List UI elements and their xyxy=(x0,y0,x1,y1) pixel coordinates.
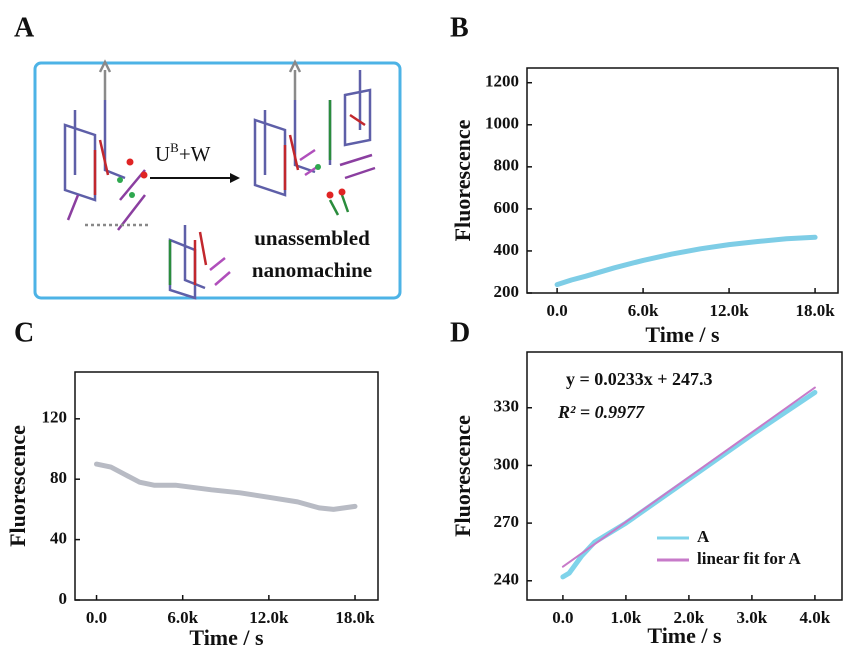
y-tick-label: 400 xyxy=(494,240,520,259)
annotation: y = 0.0233x + 247.3 xyxy=(566,369,713,389)
y-tick-label: 120 xyxy=(42,408,68,427)
y-tick-label: 600 xyxy=(494,198,520,217)
panel-label: B xyxy=(450,12,469,43)
x-tick-label: 18.0k xyxy=(335,608,375,627)
y-tick-label: 40 xyxy=(50,529,67,548)
y-tick-label: 800 xyxy=(494,156,520,175)
y-tick-label: 80 xyxy=(50,468,67,487)
panel-label: D xyxy=(450,317,470,348)
x-tick-label: 1.0k xyxy=(611,608,642,627)
data-line xyxy=(94,461,358,512)
reaction-label: UB+W xyxy=(155,140,211,166)
y-axis-label: Fluorescence xyxy=(5,425,30,547)
y-tick-label: 200 xyxy=(494,282,520,301)
y-axis-label: Fluorescence xyxy=(450,415,475,537)
y-tick-label: 1200 xyxy=(485,72,519,91)
x-tick-label: 6.0k xyxy=(167,608,198,627)
annotation: R² = 0.9977 xyxy=(557,402,645,422)
x-tick-label: 4.0k xyxy=(800,608,831,627)
data-line xyxy=(554,234,818,288)
plot-frame xyxy=(74,371,379,601)
plot-frame xyxy=(526,67,839,294)
diagram-caption: unassembled xyxy=(254,226,370,250)
y-tick-label: 0 xyxy=(59,589,68,608)
x-tick-label: 18.0k xyxy=(795,301,835,320)
diagram-frame xyxy=(33,61,402,300)
reaction-base: U xyxy=(155,142,170,166)
reaction-sup: B xyxy=(170,140,179,155)
legend-label: linear fit for A xyxy=(697,549,801,568)
x-axis-label: Time / s xyxy=(189,625,264,650)
x-tick-label: 0.0 xyxy=(552,608,573,627)
y-tick-label: 1000 xyxy=(485,114,519,133)
y-tick-label: 300 xyxy=(494,454,520,473)
diagram-shapes xyxy=(63,59,376,300)
panel-label: C xyxy=(14,317,34,348)
diagram-dots xyxy=(117,158,346,199)
x-axis-label: Time / s xyxy=(647,623,722,648)
x-tick-label: 12.0k xyxy=(709,301,749,320)
plot-frame xyxy=(526,351,843,601)
x-tick-label: 2.0k xyxy=(674,608,705,627)
reaction-rest: +W xyxy=(179,142,211,166)
x-tick-label: 6.0k xyxy=(628,301,659,320)
diagram-caption: nanomachine xyxy=(252,258,372,282)
legend-label: A xyxy=(697,527,710,546)
x-axis-label: Time / s xyxy=(645,322,720,347)
y-tick-label: 240 xyxy=(494,570,520,589)
y-tick-label: 330 xyxy=(494,397,520,416)
x-tick-label: 0.0 xyxy=(86,608,107,627)
x-tick-label: 12.0k xyxy=(249,608,289,627)
diagram: UB+W unassembled nanomachine xyxy=(33,59,402,300)
arrow-head xyxy=(230,173,240,183)
x-tick-label: 3.0k xyxy=(737,608,768,627)
y-tick-label: 270 xyxy=(494,512,520,531)
panel-label: A xyxy=(14,12,35,43)
y-axis-label: Fluorescence xyxy=(450,119,475,241)
data-line xyxy=(561,386,816,568)
x-tick-label: 0.0 xyxy=(546,301,567,320)
